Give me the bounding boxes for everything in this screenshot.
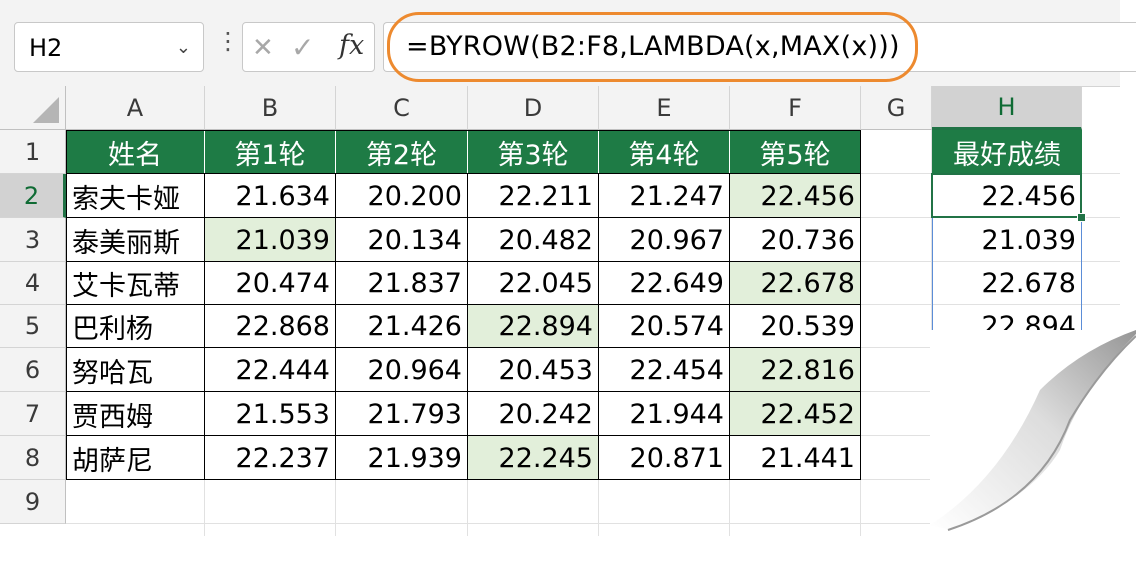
formula-text: =BYROW(B2:F8,LAMBDA(x,MAX(x))) — [406, 31, 900, 62]
select-all-corner[interactable] — [0, 86, 66, 130]
row-header-9[interactable]: 9 — [0, 480, 66, 524]
score-cell[interactable]: 20.200 — [367, 180, 462, 212]
score-cell[interactable]: 20.474 — [235, 268, 330, 299]
result-header-cell[interactable]: 最好成绩 — [932, 130, 1082, 174]
score-cell[interactable]: 21.553 — [235, 398, 330, 430]
column-header-a[interactable]: A — [66, 86, 205, 130]
score-cell[interactable]: 20.871 — [629, 442, 724, 474]
name-cell[interactable]: 巴利杨 — [72, 314, 153, 345]
table-hline — [66, 304, 861, 305]
score-cell[interactable]: 22.868 — [235, 311, 330, 342]
name-cell[interactable]: 胡萨尼 — [72, 445, 153, 477]
column-header-f[interactable]: F — [730, 86, 861, 130]
score-cell[interactable]: 20.134 — [367, 224, 462, 256]
table-hline — [66, 217, 861, 218]
score-cell[interactable]: 22.452 — [730, 392, 861, 436]
score-cell[interactable]: 21.793 — [367, 398, 462, 430]
column-header-g[interactable]: G — [861, 86, 932, 130]
cancel-icon[interactable]: ✕ — [252, 33, 274, 63]
score-cell[interactable]: 22.678 — [730, 262, 861, 305]
table-vline — [204, 174, 205, 480]
score-cell[interactable]: 20.482 — [498, 224, 593, 256]
score-cell[interactable]: 22.649 — [629, 268, 724, 299]
formula-highlight-annotation — [387, 12, 918, 82]
column-header-d[interactable]: D — [468, 86, 599, 130]
name-cell[interactable]: 泰美丽斯 — [72, 227, 180, 259]
name-cell[interactable]: 艾卡瓦蒂 — [72, 271, 180, 302]
score-cell[interactable]: 21.039 — [205, 218, 336, 262]
table-header-cell[interactable]: 姓名 — [66, 130, 205, 174]
name-box-value: H2 — [29, 34, 63, 62]
table-vline — [467, 174, 468, 480]
row-header-2[interactable]: 2 — [0, 174, 66, 218]
score-cell[interactable]: 22.444 — [235, 354, 330, 386]
score-cell[interactable]: 20.539 — [760, 311, 855, 342]
score-cell[interactable]: 22.237 — [235, 442, 330, 474]
name-cell[interactable]: 贾西姆 — [72, 401, 153, 433]
table-header-cell[interactable]: 第1轮 — [205, 130, 336, 174]
column-header-b[interactable]: B — [205, 86, 336, 130]
table-hline — [66, 391, 861, 392]
score-cell[interactable]: 21.837 — [367, 268, 462, 299]
result-cell[interactable]: 21.039 — [981, 224, 1076, 256]
chevron-down-icon[interactable]: ⌄ — [175, 37, 191, 58]
formula-bar: H2 ⌄ ⋮ ✕ ✓ fx =BYROW(B2:F8,LAMBDA(x,MAX(… — [0, 0, 1136, 87]
table-header-cell[interactable]: 第2轮 — [336, 130, 468, 174]
row-header-4[interactable]: 4 — [0, 262, 66, 305]
table-vline — [598, 174, 599, 480]
score-cell[interactable]: 20.574 — [629, 311, 724, 342]
spreadsheet-window: H2 ⌄ ⋮ ✕ ✓ fx =BYROW(B2:F8,LAMBDA(x,MAX(… — [0, 0, 1136, 536]
row-header-3[interactable]: 3 — [0, 218, 66, 262]
score-cell[interactable]: 20.736 — [760, 224, 855, 256]
score-cell[interactable]: 21.426 — [367, 311, 462, 342]
table-hline — [66, 261, 861, 262]
row-header-5[interactable]: 5 — [0, 305, 66, 348]
score-cell[interactable]: 21.247 — [629, 180, 724, 212]
table-hline — [66, 173, 861, 174]
score-cell[interactable]: 21.944 — [629, 398, 724, 430]
score-cell[interactable]: 22.816 — [730, 348, 861, 392]
fill-handle[interactable] — [1077, 213, 1086, 222]
table-hline — [66, 347, 861, 348]
score-cell[interactable]: 20.964 — [367, 354, 462, 386]
score-cell[interactable]: 22.045 — [498, 268, 593, 299]
table-header-cell[interactable]: 第5轮 — [730, 130, 861, 174]
row-header-7[interactable]: 7 — [0, 392, 66, 436]
table-hline — [66, 435, 861, 436]
more-options-icon[interactable]: ⋮ — [216, 27, 240, 55]
score-cell[interactable]: 20.453 — [498, 354, 593, 386]
column-header-h[interactable]: H — [932, 86, 1082, 130]
table-vline — [335, 174, 336, 480]
table-vline — [729, 174, 730, 480]
column-header-c[interactable]: C — [336, 86, 468, 130]
row-header-1[interactable]: 1 — [0, 130, 66, 174]
formula-input[interactable] — [383, 22, 1136, 72]
name-cell[interactable]: 索夫卡娅 — [72, 183, 180, 215]
insert-function-button[interactable]: fx — [339, 30, 365, 61]
score-cell[interactable]: 21.634 — [235, 180, 330, 212]
name-cell[interactable]: 努哈瓦 — [72, 357, 153, 389]
result-cell[interactable]: 22.456 — [981, 180, 1076, 212]
gridline-h — [66, 523, 1120, 524]
score-cell[interactable]: 22.894 — [468, 305, 599, 348]
formula-buttons: ✕ ✓ fx — [242, 22, 375, 72]
score-cell[interactable]: 22.456 — [730, 174, 861, 218]
score-cell[interactable]: 20.967 — [629, 224, 724, 256]
score-cell[interactable]: 22.211 — [498, 180, 593, 212]
column-header-e[interactable]: E — [599, 86, 730, 130]
score-cell[interactable]: 20.242 — [498, 398, 593, 430]
row-header-8[interactable]: 8 — [0, 436, 66, 480]
page-curl-decoration — [930, 330, 1136, 531]
score-cell[interactable]: 22.245 — [468, 436, 599, 480]
result-cell[interactable]: 22.678 — [981, 268, 1076, 299]
enter-icon[interactable]: ✓ — [291, 31, 315, 64]
score-cell[interactable]: 21.939 — [367, 442, 462, 474]
score-cell[interactable]: 22.454 — [629, 354, 724, 386]
table-header-cell[interactable]: 第4轮 — [599, 130, 730, 174]
table-header-cell[interactable]: 第3轮 — [468, 130, 599, 174]
name-box[interactable]: H2 ⌄ — [14, 22, 204, 72]
row-header-6[interactable]: 6 — [0, 348, 66, 392]
score-cell[interactable]: 21.441 — [760, 442, 855, 474]
